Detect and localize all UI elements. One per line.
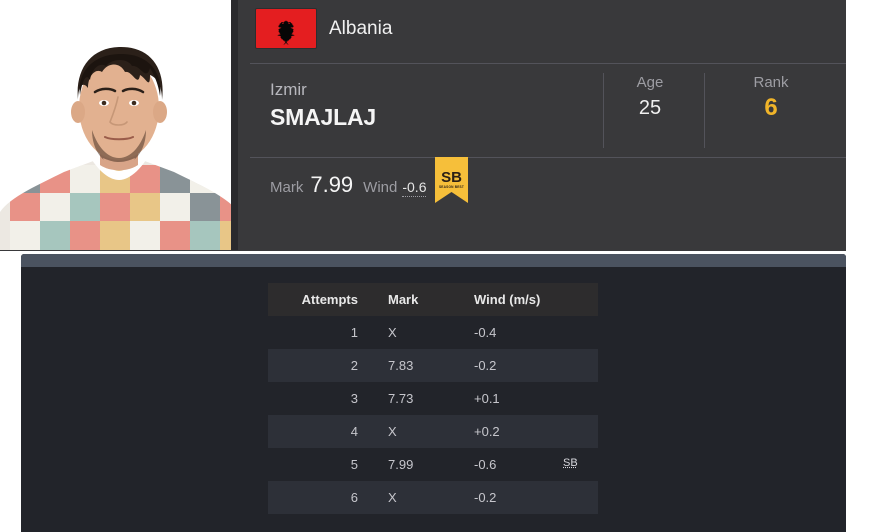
svg-text:SEASON BEST: SEASON BEST [439, 185, 464, 189]
svg-text:SB: SB [441, 169, 462, 186]
